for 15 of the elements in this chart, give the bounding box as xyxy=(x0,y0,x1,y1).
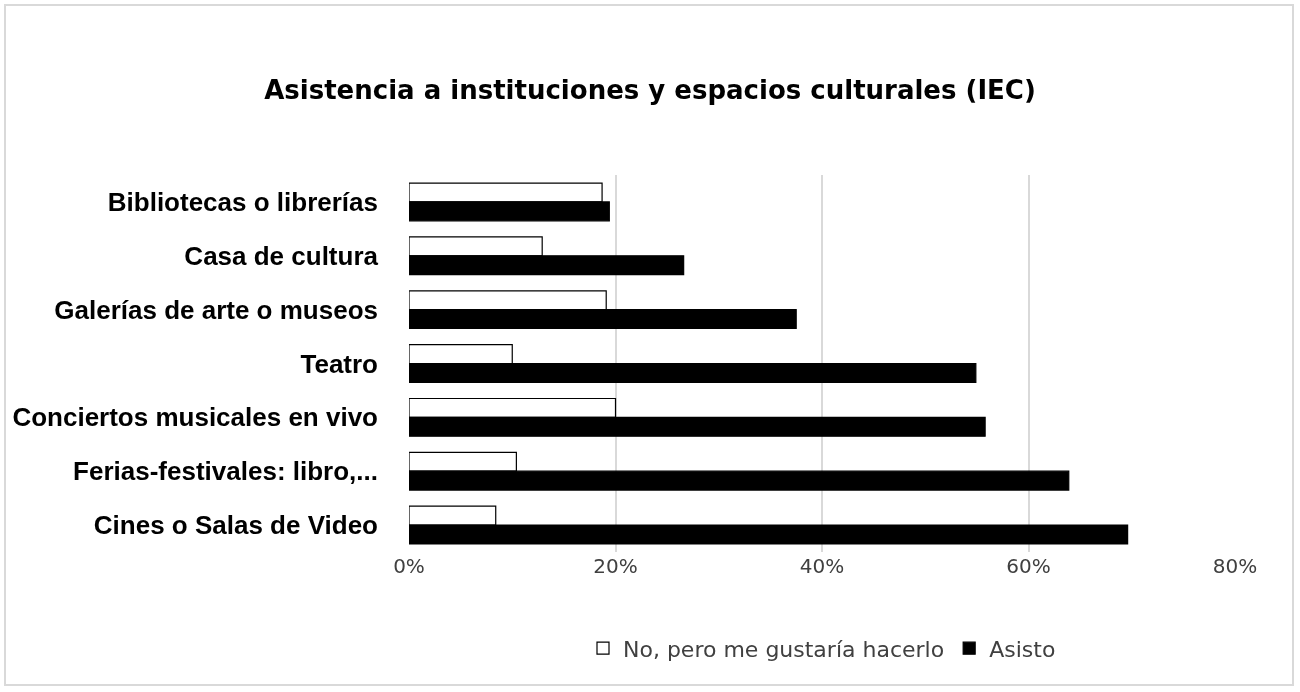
y-tick-label: Casa de cultura xyxy=(184,240,379,271)
y-tick-label: Teatro xyxy=(300,348,378,379)
x-tick-label: 60% xyxy=(1006,554,1051,578)
y-tick-label: Ferias-festivales: libro,... xyxy=(73,456,378,487)
x-tick-label: 40% xyxy=(799,554,845,578)
legend-label: Asisto xyxy=(989,636,1056,662)
x-tick-label: 80% xyxy=(1212,554,1258,578)
y-tick-label: Bibliotecas o librerías xyxy=(107,187,378,218)
y-tick-label: Galerías de arte o museos xyxy=(54,294,378,325)
y-tick-label: Conciertos musicales en vivo xyxy=(12,402,378,433)
y-tick-label: Cines o Salas de Video xyxy=(93,510,378,541)
x-tick-label: 20% xyxy=(593,554,638,578)
legend-label: No, pero me gustaría hacerlo xyxy=(623,636,945,662)
chart-title: Asistencia a instituciones y espacios culturales (IEC) xyxy=(264,75,1036,106)
x-tick-label: 0% xyxy=(393,554,425,578)
